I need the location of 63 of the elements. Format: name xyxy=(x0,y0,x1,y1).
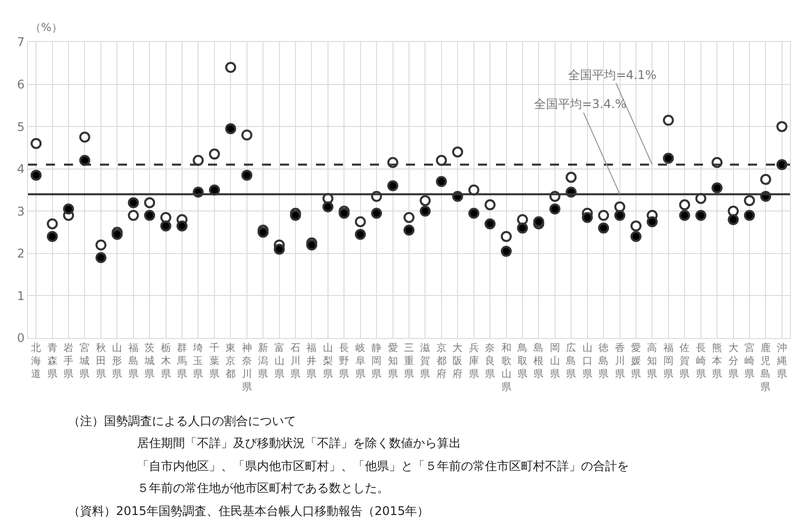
x-tick-label: 栃木県 xyxy=(160,342,171,380)
y-tick-label: 2 xyxy=(16,246,25,261)
y-tick-label: 4 xyxy=(16,162,25,176)
text: 「自市内他区」、「県内他市区町村」、「他県」と「５年前の常住市区町村不詳」の合計を xyxy=(137,459,629,473)
x-tick-label: 奈良県 xyxy=(485,343,496,380)
x-tick-label: 青森県 xyxy=(47,342,58,380)
x-tick-label: 愛知県 xyxy=(388,342,398,380)
x-tick-label: 高知県 xyxy=(647,342,658,380)
x-tick-label: 新潟県 xyxy=(258,342,268,380)
x-tick-label: 茨城県 xyxy=(144,342,155,380)
x-tick-label: 神奈川県 xyxy=(242,342,252,393)
x-tick-label: 秋田県 xyxy=(96,342,106,380)
text: （資料）2015年国勢調査、住民基本台帳人口移動報告（2015年） xyxy=(68,504,430,518)
annotation: 全国平均=4.1% xyxy=(568,68,657,82)
x-tick-label: 福井県 xyxy=(306,342,317,380)
x-tick-label: 和歌山県 xyxy=(501,342,512,393)
y-tick-label: 5 xyxy=(16,120,25,134)
x-tick-label: 鹿児島県 xyxy=(760,342,771,393)
x-tick-label: 岩手県 xyxy=(64,342,74,380)
x-tick-label: 福岡県 xyxy=(663,342,674,380)
text: ５年前の常住地が他市区町村である数とした。 xyxy=(137,481,389,495)
y-tick-label: 1 xyxy=(16,288,25,303)
y-axis-title: （%） xyxy=(30,21,62,34)
x-tick-label: 大分県 xyxy=(728,342,738,380)
x-tick-label: 沖縄県 xyxy=(776,342,787,380)
x-tick-label: 千葉県 xyxy=(209,342,220,380)
x-tick-label: 広島県 xyxy=(566,342,576,380)
x-tick-label: 熊本県 xyxy=(712,342,722,380)
x-tick-label: 鳥取県 xyxy=(516,342,528,380)
x-tick-label: 宮崎県 xyxy=(744,342,754,380)
x-tick-label: 北海道 xyxy=(31,342,42,380)
x-tick-label: 香川県 xyxy=(614,342,625,380)
x-tick-label: 長崎県 xyxy=(696,343,706,380)
x-tick-label: 兵庫県 xyxy=(468,342,479,380)
x-tick-label: 山形県 xyxy=(112,342,122,380)
x-tick-label: 島根県 xyxy=(534,342,544,380)
x-tick-label: 岐阜県 xyxy=(355,342,366,380)
y-tick-label: 3 xyxy=(16,204,25,218)
x-tick-label: 岡山県 xyxy=(550,343,560,380)
x-tick-label: 山口県 xyxy=(582,342,592,380)
x-tick-label: 佐賀県 xyxy=(680,343,690,380)
x-tick-label: 長野県 xyxy=(339,343,350,380)
x-tick-label: 山梨県 xyxy=(322,342,333,380)
y-tick-label: 7 xyxy=(16,35,25,50)
y-tick-label: 0 xyxy=(16,331,25,346)
x-tick-label: 滋賀県 xyxy=(420,342,430,380)
x-tick-label: 三重県 xyxy=(404,343,414,380)
x-tick-label: 石川県 xyxy=(290,343,301,380)
x-tick-label: 静岡県 xyxy=(372,342,382,380)
x-tick-label: 富山県 xyxy=(274,342,284,380)
x-tick-label: 愛媛県 xyxy=(630,342,641,380)
text: 居住期間「不詳」及び移動状況「不詳」を除く数値から算出 xyxy=(137,436,461,450)
y-tick-label: 6 xyxy=(16,77,25,92)
x-tick-label: 京都府 xyxy=(436,342,446,380)
x-tick-label: 群馬県 xyxy=(176,342,188,380)
x-tick-label: 福島県 xyxy=(128,342,138,380)
x-tick-label: 東京都 xyxy=(226,342,236,380)
x-tick-label: 徳島県 xyxy=(598,343,609,380)
x-tick-label: 埼玉県 xyxy=(192,342,204,380)
annotation: 全国平均=3.4.% xyxy=(534,97,626,111)
text: （注）国勢調査による人口の割合について xyxy=(68,414,296,428)
x-tick-label: 大阪府 xyxy=(452,342,463,380)
x-tick-label: 宮城県 xyxy=(78,342,90,380)
